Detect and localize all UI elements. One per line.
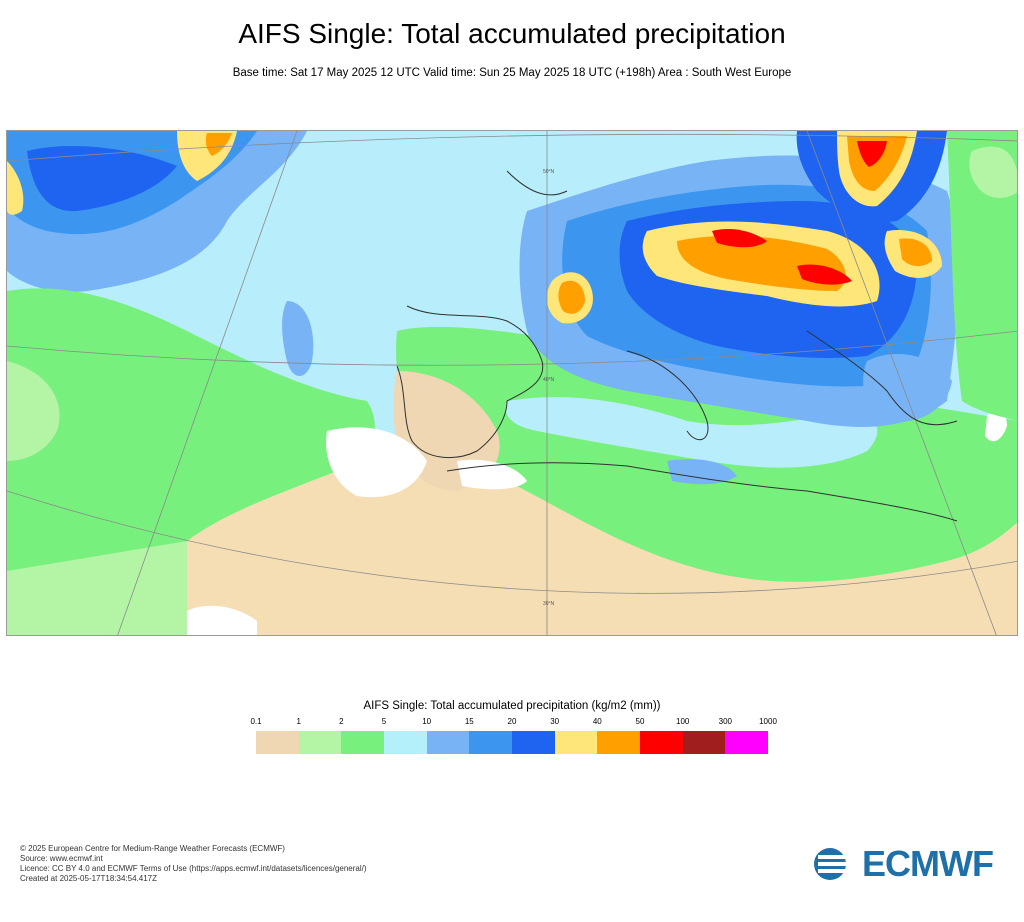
france-coast: [406, 305, 544, 402]
latitude-line-50: [7, 133, 1017, 162]
legend-swatch-2: [341, 731, 385, 754]
legend-tick: 15: [464, 717, 474, 726]
ionian-blue: [863, 353, 952, 422]
iberia-coast: [396, 365, 508, 459]
legend-tick: 40: [592, 717, 602, 726]
legend-tick: 5: [381, 717, 387, 726]
lat-label-40: 40°N: [543, 377, 555, 383]
legend-swatch-9: [640, 731, 683, 754]
legend-swatch-3: [384, 731, 427, 754]
biscay-orange: [558, 280, 585, 314]
graticule: [7, 131, 1017, 635]
north-storm-red: [857, 141, 887, 167]
channel-coast: [506, 170, 568, 196]
ecmwf-logo-text: ECMWF: [862, 843, 994, 884]
ecmwf-logo[interactable]: ECMWF: [812, 842, 1008, 886]
meridian-line-3: [806, 131, 997, 635]
east-storm-orange: [899, 238, 932, 267]
footer-copyright: © 2025 European Centre for Medium-Range …: [20, 844, 285, 853]
atlantic-light-green: [7, 361, 60, 461]
legend-swatch-10: [682, 731, 726, 754]
legend-swatch-8: [597, 731, 641, 754]
legend-tick: 20: [507, 717, 517, 726]
east-green: [947, 131, 1017, 421]
legend-swatch-11: [725, 731, 769, 754]
legend-tick: 100: [676, 717, 690, 726]
north-africa-coast: [446, 462, 958, 522]
legend-tick: 30: [550, 717, 560, 726]
legend-tick: 300: [718, 717, 732, 726]
legend-tick: 50: [635, 717, 645, 726]
page-subtitle: Base time: Sat 17 May 2025 12 UTC Valid …: [232, 67, 792, 79]
legend-tick: 1000: [759, 717, 777, 726]
legend-swatch-0: [256, 731, 299, 754]
ecmwf-logo-icon: [814, 848, 852, 880]
med-blue-patch: [667, 459, 737, 485]
desert-white-1: [326, 427, 427, 498]
footer-source: Source: www.ecmwf.int: [20, 854, 103, 863]
east-white: [985, 410, 1007, 442]
legend-color-bar: [256, 731, 769, 754]
footer-credits: © 2025 European Centre for Medium-Range …: [20, 844, 367, 884]
legend-ticks: 0.1 1 2 5 10 15 20 30 40 50 100 300 1000: [0, 717, 1024, 729]
coastlines: [396, 170, 958, 522]
latitude-line-40: [7, 330, 1017, 366]
legend-tick: 1: [296, 717, 301, 726]
latitude-line-30: [7, 490, 1017, 594]
meridian-line-1: [117, 131, 298, 635]
footer-licence: Licence: CC BY 4.0 and ECMWF Terms of Us…: [20, 864, 367, 873]
balkan-coast: [806, 330, 958, 426]
legend-tick: 10: [422, 717, 432, 726]
legend-tick: 2: [339, 717, 344, 726]
legend-swatch-6: [512, 731, 555, 754]
atlantic-band-30-dark: [27, 146, 177, 212]
atlantic-orange-core: [205, 133, 232, 156]
italy-coast: [626, 350, 709, 441]
legend-swatch-1: [298, 731, 342, 754]
legend-swatch-5: [469, 731, 513, 754]
north-africa-dry: [187, 464, 1017, 635]
desert-white-3: [187, 605, 257, 635]
precipitation-map[interactable]: 50°N 40°N 30°N: [6, 130, 1018, 636]
legend-swatch-4: [426, 731, 470, 754]
mediterranean-sea: [505, 397, 878, 468]
page-title: AIFS Single: Total accumulated precipita…: [238, 18, 786, 49]
legend-tick: 0.1: [250, 717, 262, 726]
atlantic-blue-blob: [282, 301, 314, 376]
atlantic-yellow-patch: [7, 161, 24, 215]
europe-red-core-2: [797, 264, 852, 285]
legend-title: AIFS Single: Total accumulated precipita…: [363, 700, 661, 712]
footer-created: Created at 2025-05-17T18:34:54.417Z: [20, 874, 157, 883]
atlantic-light-green-south: [7, 541, 218, 635]
east-light-green: [969, 146, 1017, 198]
lat-label-50: 50°N: [543, 169, 555, 175]
europe-red-50-100: [712, 229, 767, 248]
map-canvas: [7, 131, 1017, 635]
lat-label-30: 30°N: [543, 601, 555, 607]
legend-swatch-7: [554, 731, 598, 754]
